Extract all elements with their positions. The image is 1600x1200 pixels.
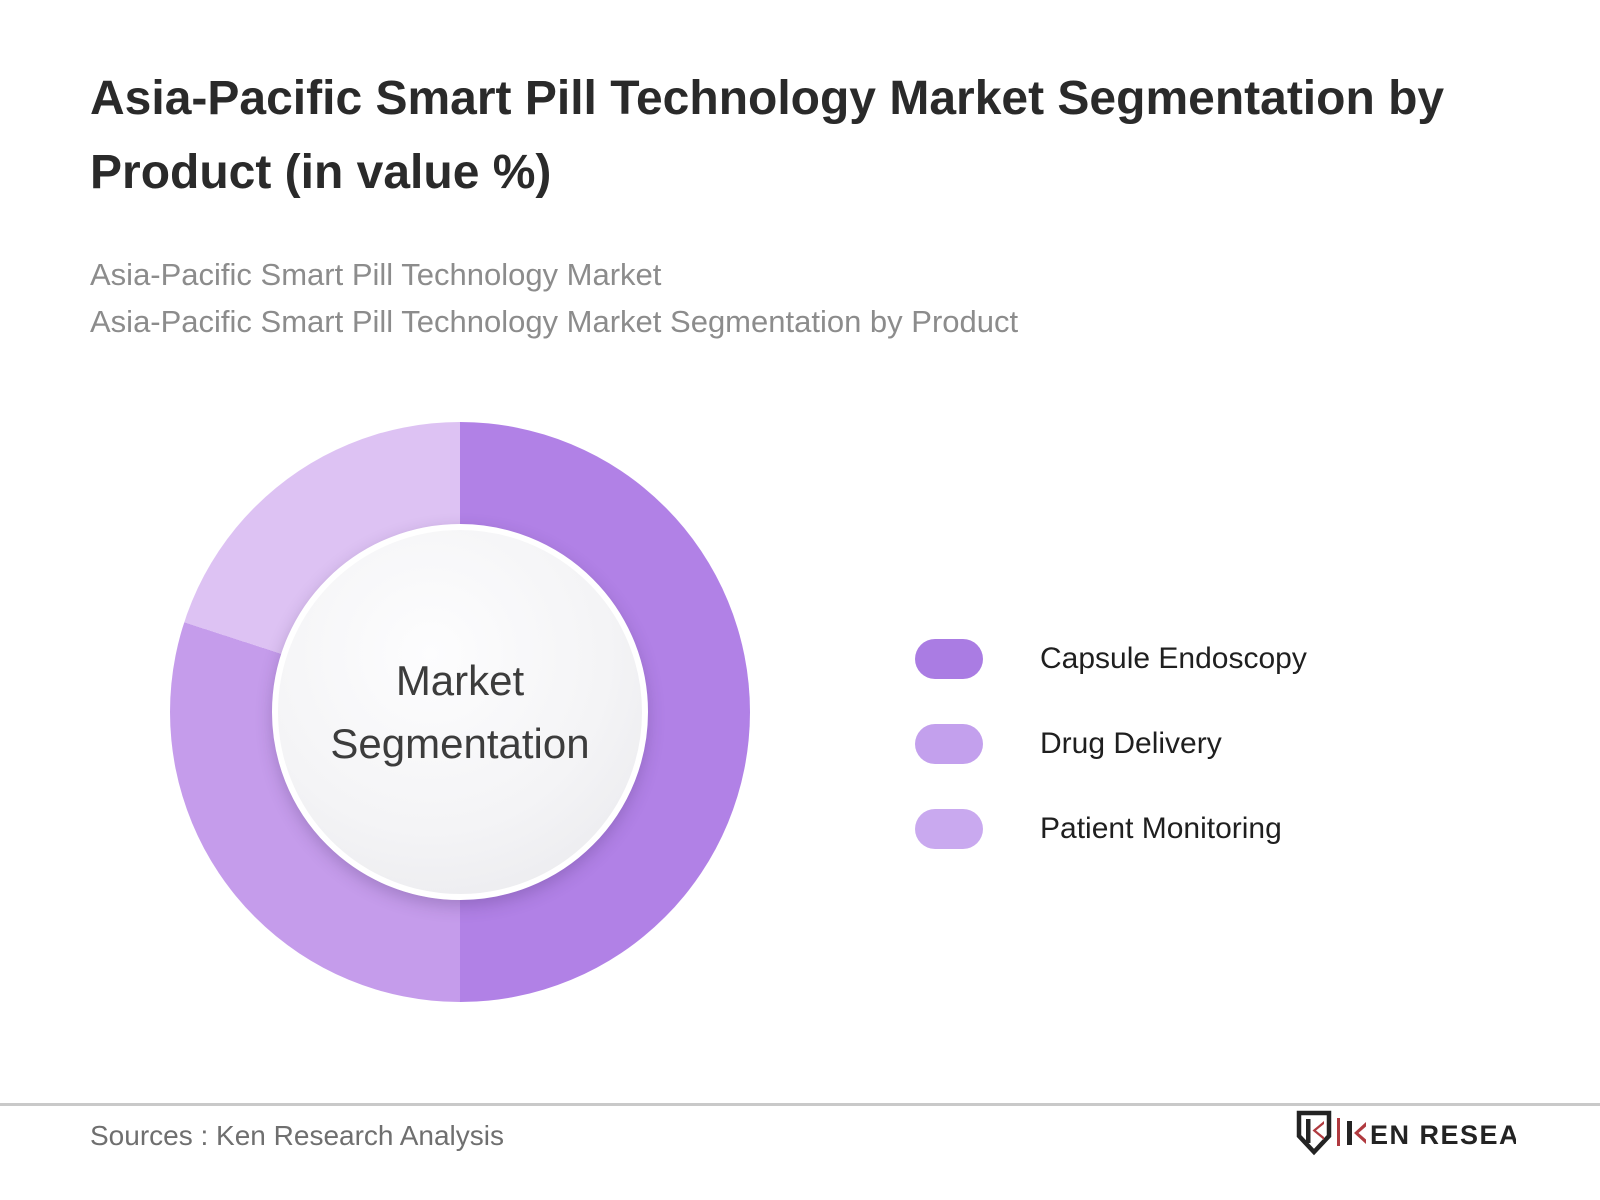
ken-research-shield-icon	[1296, 1110, 1332, 1156]
logo-wordmark: EN RESEARCH	[1347, 1120, 1516, 1150]
legend: Capsule Endoscopy Drug Delivery Patient …	[915, 633, 1307, 888]
subtitle-block: Asia-Pacific Smart Pill Technology Marke…	[90, 252, 1490, 345]
legend-label: Drug Delivery	[1040, 727, 1222, 760]
legend-item-capsule-endoscopy: Capsule Endoscopy	[915, 633, 1307, 685]
legend-swatch-patient-monitoring	[915, 809, 983, 849]
legend-swatch-drug-delivery	[915, 724, 983, 764]
subtitle-line-2: Asia-Pacific Smart Pill Technology Marke…	[90, 303, 1019, 339]
logo-divider-bar	[1337, 1118, 1340, 1146]
donut-chart: Market Segmentation	[170, 422, 750, 1002]
ken-research-logo-graphic: EN RESEARCH	[1296, 1110, 1516, 1156]
donut-center-label: Market Segmentation	[330, 657, 590, 767]
footer-divider	[0, 1103, 1600, 1106]
source-note: Sources : Ken Research Analysis	[90, 1120, 504, 1151]
page-title: Asia-Pacific Smart Pill Technology Marke…	[90, 72, 1445, 200]
legend-item-patient-monitoring: Patient Monitoring	[915, 803, 1307, 855]
donut-center: Market Segmentation	[272, 524, 648, 900]
svg-text:EN RESEARCH: EN RESEARCH	[1370, 1120, 1516, 1150]
ken-research-logo: EN RESEARCH	[1296, 1110, 1516, 1156]
legend-item-drug-delivery: Drug Delivery	[915, 718, 1307, 770]
legend-label: Capsule Endoscopy	[1040, 642, 1307, 675]
legend-swatch-capsule-endoscopy	[915, 639, 983, 679]
subtitle-line-1: Asia-Pacific Smart Pill Technology Marke…	[90, 257, 662, 292]
legend-label: Patient Monitoring	[1040, 812, 1282, 845]
